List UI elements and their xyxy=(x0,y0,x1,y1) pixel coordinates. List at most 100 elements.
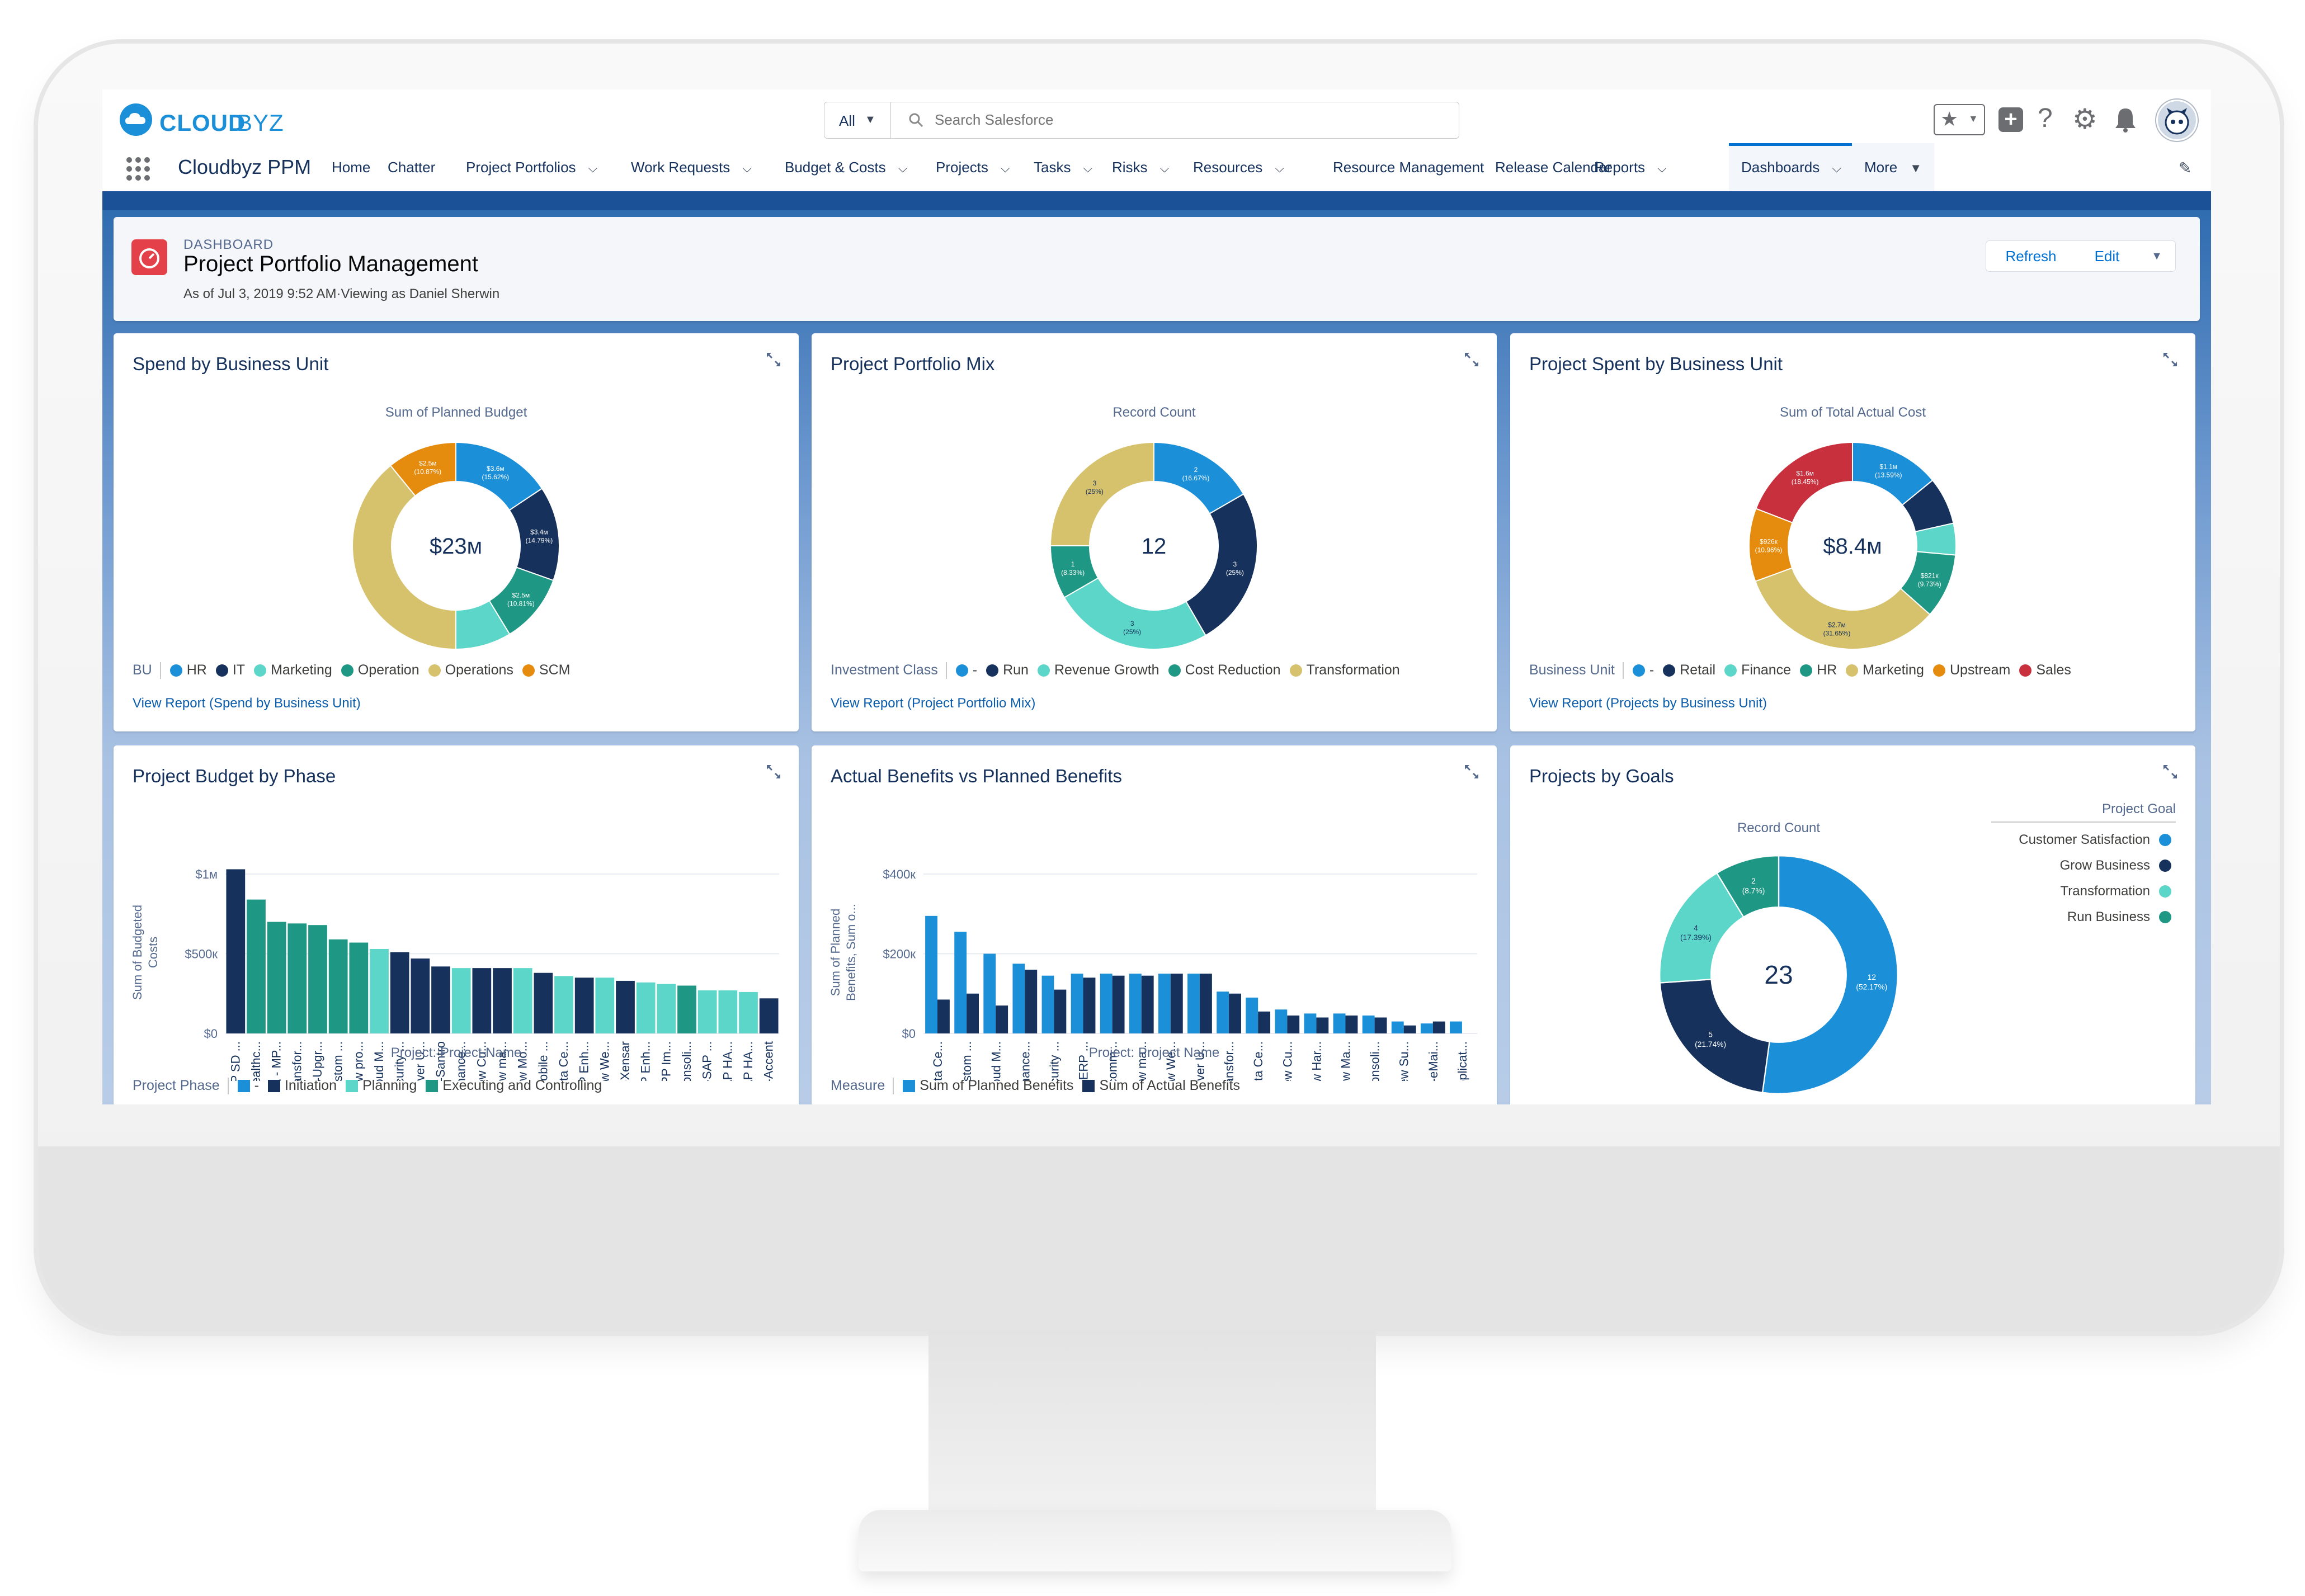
chevron-down-icon[interactable]: ▼ xyxy=(1910,161,1922,175)
bar-actual[interactable] xyxy=(1287,1015,1300,1033)
nav-item-projects[interactable]: Projects ⌵ xyxy=(936,143,1010,191)
legend-label[interactable]: HR xyxy=(1817,662,1837,678)
bar[interactable] xyxy=(328,939,348,1033)
nav-item-dashboards[interactable]: Dashboards ⌵ xyxy=(1729,143,1854,191)
legend-label[interactable]: Finance xyxy=(1741,662,1792,678)
legend-label[interactable]: Sales xyxy=(2036,662,2071,678)
chevron-down-icon[interactable]: ⌵ xyxy=(1083,161,1093,175)
bar-planned[interactable] xyxy=(1420,1023,1433,1033)
bar-actual[interactable] xyxy=(1054,989,1067,1033)
view-report-link[interactable]: View Report (Project Portfolio Mix) xyxy=(831,696,1036,711)
edit-button[interactable]: Edit xyxy=(2076,240,2139,272)
legend-label[interactable]: Executing and Controlling xyxy=(442,1078,602,1093)
legend-label[interactable]: Marketing xyxy=(271,662,332,678)
legend-item[interactable]: Grow Business xyxy=(1991,853,2176,879)
legend-label[interactable]: Transformation xyxy=(1306,662,1400,678)
legend-item[interactable]: Run Business xyxy=(1991,904,2176,930)
nav-item-resources[interactable]: Resources ⌵ xyxy=(1193,143,1284,191)
bar-planned[interactable] xyxy=(1129,974,1142,1033)
bar-planned[interactable] xyxy=(1275,1009,1288,1033)
legend-label[interactable]: Planning xyxy=(362,1078,417,1093)
legend-label[interactable]: Operation xyxy=(357,662,419,678)
bar[interactable] xyxy=(657,984,676,1033)
donut-slice-transformation[interactable] xyxy=(1049,441,1154,546)
legend-label[interactable]: - xyxy=(1649,662,1654,678)
donut-slice-scm[interactable] xyxy=(389,441,456,497)
bar-actual[interactable] xyxy=(996,1005,1008,1033)
search-input[interactable] xyxy=(934,107,1439,133)
bar[interactable] xyxy=(574,978,594,1033)
bar-actual[interactable] xyxy=(1403,1025,1416,1033)
nav-item-reports[interactable]: Reports ⌵ xyxy=(1594,143,1667,191)
search-scope-select[interactable]: All ▼ xyxy=(824,102,891,138)
edit-nav-pencil-icon[interactable]: ✎ xyxy=(2179,159,2192,177)
expand-icon[interactable] xyxy=(1463,351,1480,368)
bar-planned[interactable] xyxy=(1246,997,1258,1033)
bar[interactable] xyxy=(718,990,738,1033)
legend-label[interactable]: Upstream xyxy=(1949,662,2011,678)
bar-actual[interactable] xyxy=(1083,978,1096,1033)
legend-label[interactable]: Revenue Growth xyxy=(1054,662,1159,678)
chevron-down-icon[interactable]: ⌵ xyxy=(1275,161,1284,175)
nav-item-chatter[interactable]: Chatter xyxy=(388,143,435,191)
bar[interactable] xyxy=(226,869,246,1033)
legend-label[interactable]: Retail xyxy=(1680,662,1716,678)
bar-actual[interactable] xyxy=(967,993,979,1033)
bar-planned[interactable] xyxy=(983,953,996,1034)
bar-actual[interactable] xyxy=(1170,974,1183,1033)
bar[interactable] xyxy=(451,968,471,1033)
bar-actual[interactable] xyxy=(1432,1021,1445,1033)
chevron-down-icon[interactable]: ⌵ xyxy=(898,161,908,175)
bar-planned[interactable] xyxy=(1041,975,1054,1033)
donut-slice-run[interactable] xyxy=(1185,493,1258,636)
bar-actual[interactable] xyxy=(1025,970,1038,1033)
bar[interactable] xyxy=(636,982,656,1033)
chevron-down-icon[interactable]: ⌵ xyxy=(742,161,752,175)
bar-planned[interactable] xyxy=(1071,974,1083,1033)
bar-actual[interactable] xyxy=(1229,993,1241,1033)
bar-planned[interactable] xyxy=(1012,964,1025,1033)
app-launcher-icon[interactable] xyxy=(126,157,150,181)
legend-label[interactable]: Sum of Planned Benefits xyxy=(920,1078,1074,1093)
nav-item-work-requests[interactable]: Work Requests ⌵ xyxy=(631,143,752,191)
bar-planned[interactable] xyxy=(1391,1021,1404,1033)
bar[interactable] xyxy=(513,968,532,1033)
donut-slice-sales[interactable] xyxy=(1755,441,1853,523)
bar-planned[interactable] xyxy=(1450,1021,1462,1033)
bar[interactable] xyxy=(697,990,717,1033)
bar-planned[interactable] xyxy=(1304,1013,1317,1033)
global-actions-plus-icon[interactable]: + xyxy=(1998,107,2023,132)
legend-label[interactable]: Operations xyxy=(445,662,513,678)
bar-actual[interactable] xyxy=(1345,1015,1358,1033)
legend-label[interactable]: Sum of Actual Benefits xyxy=(1099,1078,1240,1093)
legend-item[interactable]: Transformation xyxy=(1991,879,2176,904)
donut-slice-marketing[interactable] xyxy=(1754,567,1931,650)
chevron-down-icon[interactable]: ⌵ xyxy=(1000,161,1010,175)
bar[interactable] xyxy=(390,952,409,1033)
bar[interactable] xyxy=(595,978,615,1033)
chevron-down-icon[interactable]: ⌵ xyxy=(1657,161,1667,175)
nav-item-home[interactable]: Home xyxy=(332,143,370,191)
nav-item-risks[interactable]: Risks ⌵ xyxy=(1112,143,1169,191)
legend-label[interactable]: HR xyxy=(186,662,207,678)
help-icon[interactable]: ? xyxy=(2038,103,2053,133)
view-report-link[interactable]: View Report (Projects by Business Unit) xyxy=(1529,696,1767,711)
donut-slice-run-business[interactable] xyxy=(1715,855,1780,918)
legend-label[interactable]: Run xyxy=(1003,662,1029,678)
bar[interactable] xyxy=(759,998,779,1033)
bar-planned[interactable] xyxy=(1100,974,1113,1033)
nav-item-release-calendar[interactable]: Release Calendar xyxy=(1495,143,1611,191)
expand-icon[interactable] xyxy=(765,763,782,780)
legend-label[interactable]: - xyxy=(254,1078,259,1093)
bar[interactable] xyxy=(267,922,286,1034)
legend-label[interactable]: Initiation xyxy=(284,1078,337,1093)
dashboard-actions-menu[interactable]: ▼ xyxy=(2138,240,2176,272)
bar[interactable] xyxy=(554,976,573,1033)
bar-actual[interactable] xyxy=(1199,974,1212,1033)
bar-planned[interactable] xyxy=(1217,991,1229,1033)
legend-label[interactable]: Marketing xyxy=(1863,662,1924,678)
bar[interactable] xyxy=(472,968,492,1033)
legend-item[interactable]: Customer Satisfaction xyxy=(1991,827,2176,853)
bar[interactable] xyxy=(287,923,307,1033)
bar[interactable] xyxy=(493,968,512,1033)
